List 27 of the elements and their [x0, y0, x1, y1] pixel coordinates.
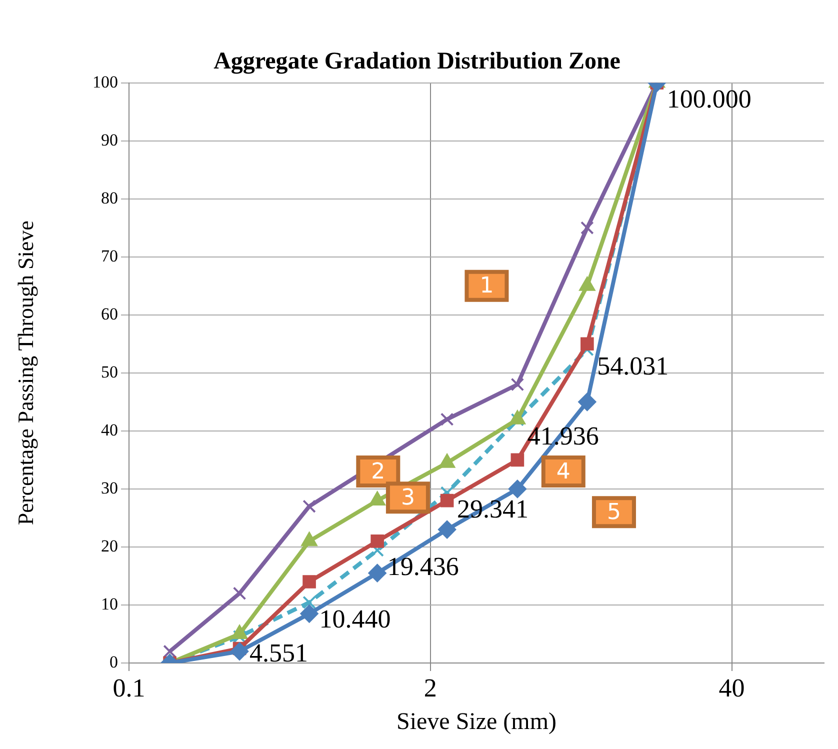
y-tick-label: 100	[92, 72, 118, 92]
x-tick-label: 2	[424, 673, 437, 702]
data-label: 100.000	[666, 84, 752, 114]
y-tick-label: 70	[101, 246, 118, 266]
y-tick-label: 80	[101, 188, 118, 208]
y-tick-label: 20	[101, 536, 118, 556]
data-label: 19.436	[387, 552, 459, 582]
y-tick-label: 90	[101, 130, 118, 150]
data-label: 4.551	[250, 638, 308, 668]
y-tick-label: 30	[101, 478, 118, 498]
y-axis-title: Percentage Passing Through Sieve	[12, 220, 38, 526]
y-tick-label: 40	[101, 420, 118, 440]
chart-title: Aggregate Gradation Distribution Zone	[214, 48, 621, 75]
y-tick-label: 60	[101, 304, 118, 324]
x-tick-label: 0.1	[112, 673, 146, 702]
y-tick-label: 0	[110, 652, 118, 672]
y-tick-label: 50	[101, 362, 118, 382]
annotation: 2	[371, 459, 386, 484]
data-label: 10.440	[319, 604, 391, 634]
x-tick-label: 40	[718, 673, 745, 702]
data-label: 54.031	[597, 351, 669, 380]
y-tick-label: 10	[101, 594, 118, 614]
annotation: 5	[606, 500, 621, 525]
annotation: 3	[400, 485, 415, 510]
x-axis-title: Sieve Size (mm)	[396, 708, 556, 735]
annotation: 4	[556, 459, 570, 484]
annotation: 1	[480, 274, 494, 299]
